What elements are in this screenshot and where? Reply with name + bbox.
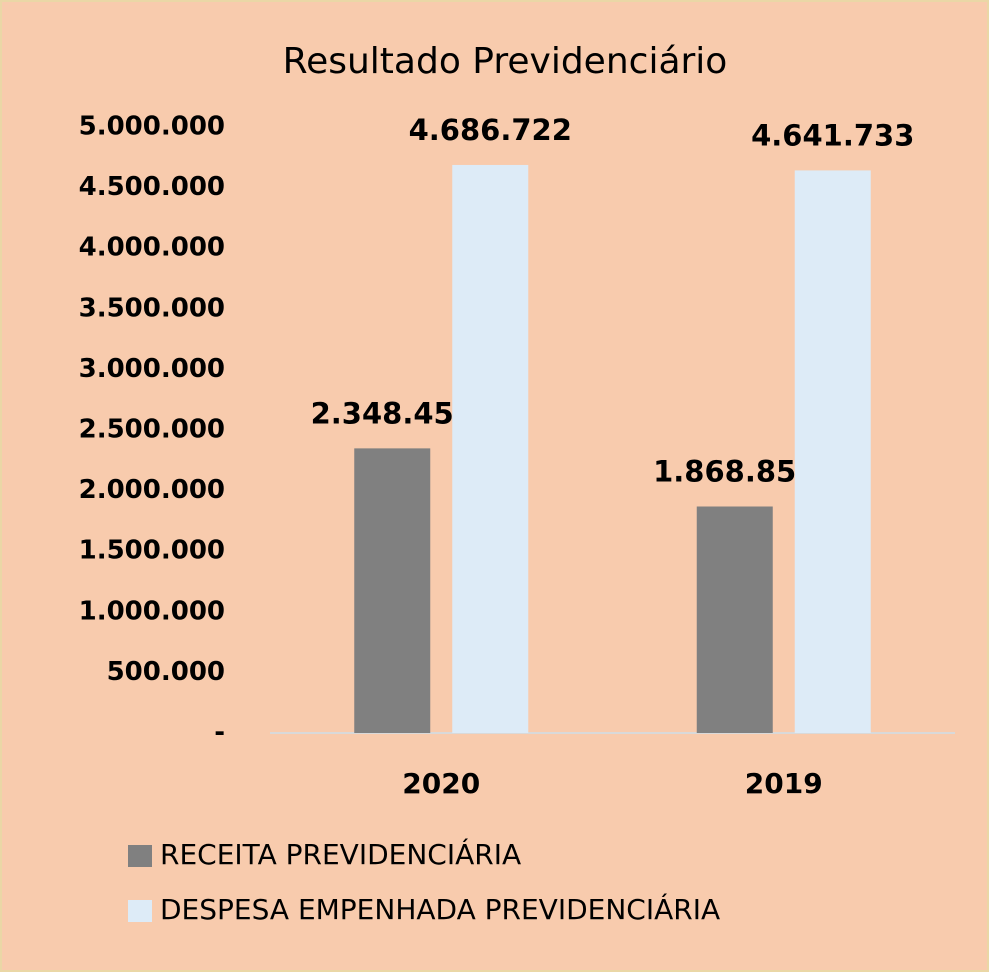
value-label: 4.641.733 [751,118,914,152]
value-label: 2.348.457 [311,396,474,430]
value-label: 4.686.722 [409,113,572,147]
bar [354,448,431,733]
bar [452,164,529,733]
y-tick-label: 2.500.000 [79,415,225,445]
y-tick-label: 500.000 [107,657,225,687]
y-tick-label: 4.500.000 [79,172,225,202]
y-tick-label: 3.500.000 [79,293,225,323]
y-tick-label: 2.000.000 [79,475,225,505]
bar [794,170,871,733]
legend-swatch [128,900,152,922]
value-label: 1.868.851 [653,454,816,488]
legend-label: DESPESA EMPENHADA PREVIDENCIÁRIA [160,892,720,926]
y-tick-label: 4.000.000 [79,233,225,263]
bar [696,506,773,733]
x-tick-label: 2019 [745,767,823,800]
y-tick-label: - [214,718,225,748]
legend-label: RECEITA PREVIDENCIÁRIA [160,837,521,871]
y-tick-label: 3.000.000 [79,354,225,384]
y-tick-label: 5.000.000 [79,112,225,142]
chart-title: Resultado Previdenciário [283,41,728,82]
y-tick-label: 1.000.000 [79,596,225,626]
y-tick-label: 1.500.000 [79,536,225,566]
x-tick-label: 2020 [402,767,480,800]
legend-swatch [128,845,152,867]
